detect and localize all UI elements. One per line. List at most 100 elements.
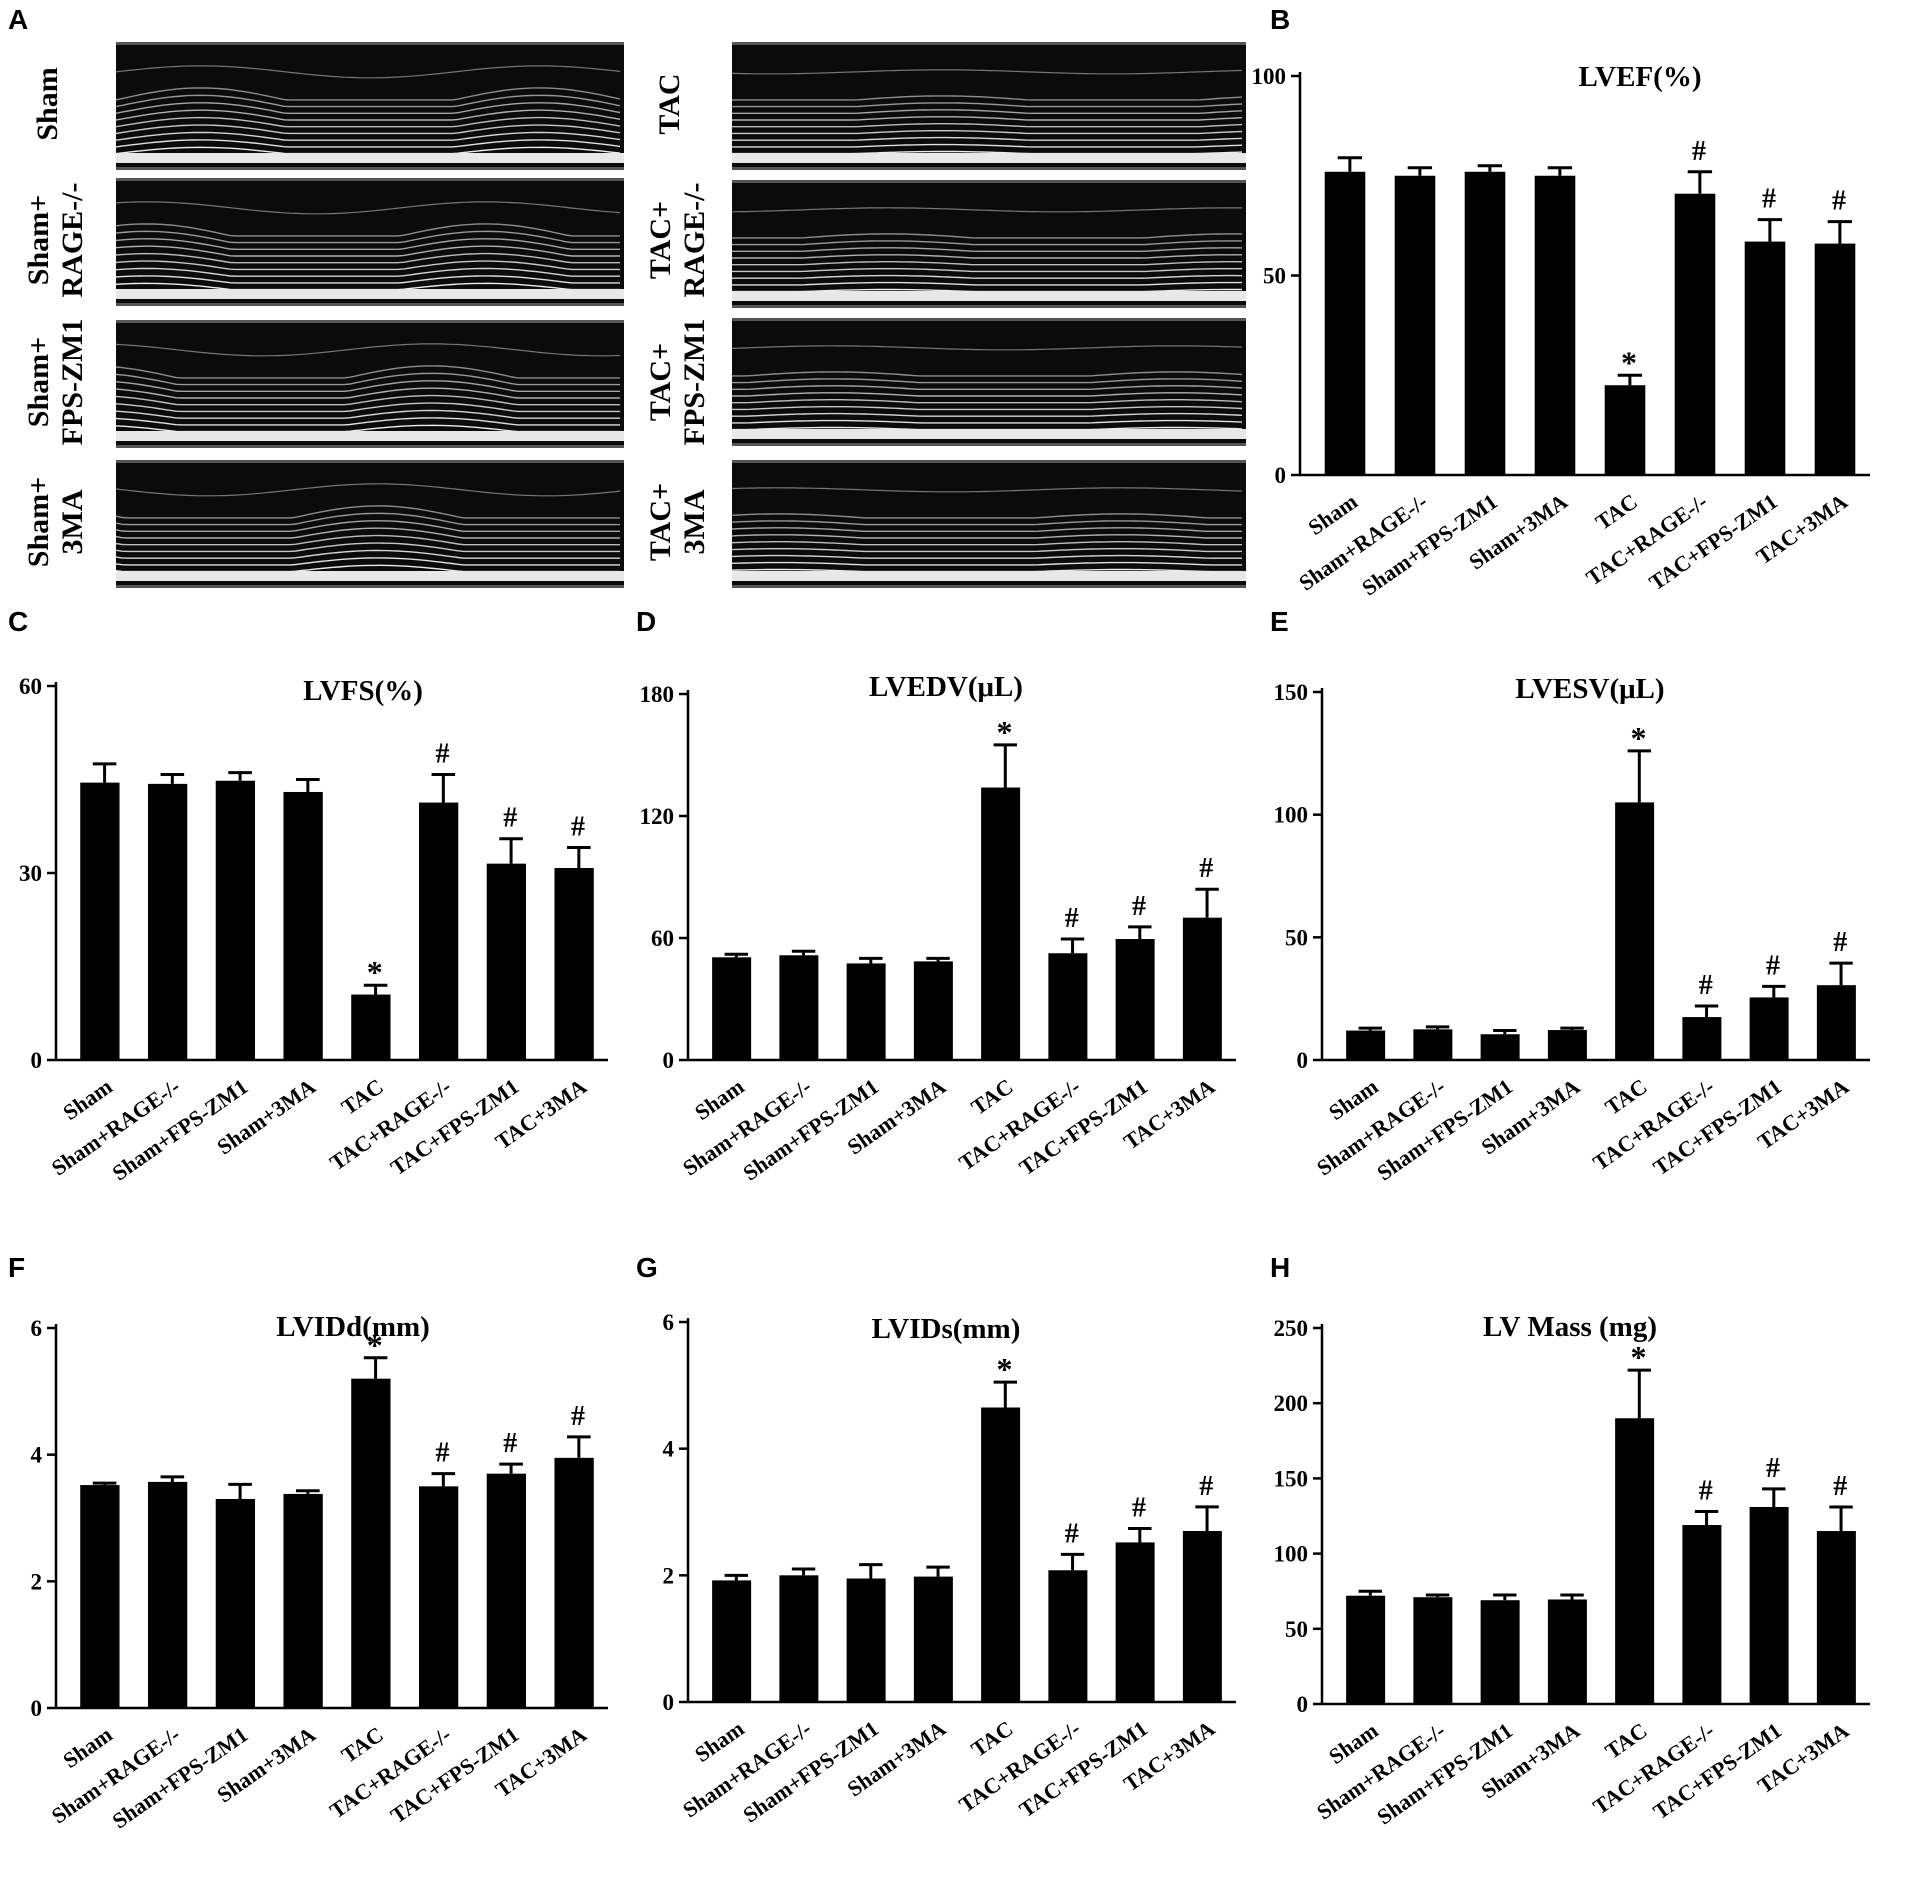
y-tick-label: 250 bbox=[1274, 1316, 1309, 1341]
y-tick-label: 4 bbox=[663, 1437, 675, 1462]
bar bbox=[351, 1378, 391, 1708]
bar bbox=[1534, 175, 1576, 475]
y-tick-label: 50 bbox=[1285, 1617, 1308, 1642]
echo-trace bbox=[116, 483, 624, 581]
significance-marker: # bbox=[1199, 853, 1213, 884]
category-label: TAC bbox=[1600, 1074, 1651, 1120]
significance-marker: * bbox=[1631, 720, 1647, 756]
panel-letter-d: D bbox=[636, 606, 657, 637]
echo-label-sham-rage: Sham+ RAGE-/- bbox=[22, 182, 89, 298]
echo-image-sham-fps bbox=[116, 320, 624, 448]
y-tick-label: 2 bbox=[663, 1563, 675, 1588]
bar bbox=[1115, 939, 1155, 1060]
bar bbox=[283, 791, 323, 1060]
bar bbox=[779, 1575, 819, 1702]
significance-marker: # bbox=[1692, 136, 1706, 167]
echo-trace bbox=[732, 345, 1246, 439]
bar bbox=[712, 957, 752, 1060]
category-label: TAC bbox=[1591, 489, 1642, 535]
y-tick-label: 6 bbox=[663, 1310, 675, 1335]
echo-trace bbox=[116, 201, 624, 299]
chart-title: LVEDV(μL) bbox=[869, 671, 1023, 703]
significance-marker: # bbox=[436, 1438, 450, 1469]
bar bbox=[1048, 1570, 1088, 1702]
chart-lvef: LVEF(%)050100ShamSham+RAGE-/-Sham+FPS-ZM… bbox=[1252, 61, 1870, 600]
echo-trace bbox=[732, 69, 1246, 163]
bar bbox=[1346, 1030, 1386, 1060]
significance-marker: # bbox=[1766, 950, 1780, 981]
bar bbox=[1816, 1531, 1856, 1704]
significance-marker: # bbox=[1762, 184, 1776, 215]
category-label: TAC bbox=[966, 1074, 1017, 1120]
echo-label-tac: TAC bbox=[653, 73, 686, 135]
chart-lv-mass: LV Mass (mg)050100150200250ShamSham+RAGE… bbox=[1274, 1311, 1870, 1829]
panel-letter-c: C bbox=[8, 606, 29, 637]
bar bbox=[1749, 997, 1789, 1060]
category-label: TAC bbox=[337, 1722, 388, 1768]
y-tick-label: 0 bbox=[663, 1690, 675, 1715]
significance-marker: # bbox=[1132, 1492, 1146, 1523]
y-tick-label: 60 bbox=[651, 926, 674, 951]
y-tick-label: 200 bbox=[1274, 1391, 1309, 1416]
bar bbox=[1749, 1506, 1789, 1704]
bar bbox=[712, 1580, 752, 1702]
significance-marker: # bbox=[1699, 1475, 1713, 1506]
echo-image-tac-fps bbox=[732, 318, 1246, 446]
panel-letter-b: B bbox=[1270, 4, 1291, 35]
echo-trace bbox=[116, 65, 624, 163]
y-tick-label: 0 bbox=[1297, 1692, 1309, 1717]
significance-marker: # bbox=[1833, 1471, 1847, 1502]
significance-marker: * bbox=[1631, 1339, 1647, 1375]
y-tick-label: 180 bbox=[640, 682, 675, 707]
significance-marker: # bbox=[1199, 1471, 1213, 1502]
bar bbox=[80, 782, 120, 1060]
significance-marker: # bbox=[503, 1428, 517, 1459]
significance-marker: * bbox=[367, 1327, 383, 1363]
echo-label-tac-fps: TAC+ FPS-ZM1 bbox=[644, 318, 711, 446]
bar bbox=[1480, 1034, 1520, 1060]
y-tick-label: 4 bbox=[31, 1443, 43, 1468]
panel-letter-a: A bbox=[8, 4, 29, 35]
panel-letter-h: H bbox=[1270, 1252, 1291, 1283]
bar bbox=[351, 994, 391, 1060]
category-label: Sham bbox=[1303, 489, 1361, 540]
bar bbox=[1547, 1599, 1587, 1704]
y-tick-label: 100 bbox=[1274, 803, 1309, 828]
bar bbox=[1615, 802, 1655, 1060]
bar bbox=[1464, 171, 1506, 475]
chart-lvesv: LVESV(μL)050100150ShamSham+RAGE-/-Sham+F… bbox=[1274, 673, 1870, 1185]
echo-label-sham-fps: Sham+ FPS-ZM1 bbox=[22, 318, 89, 446]
significance-marker: # bbox=[1766, 1453, 1780, 1484]
y-tick-label: 50 bbox=[1285, 925, 1308, 950]
echo-image-tac-rage bbox=[732, 180, 1246, 308]
bar bbox=[1682, 1525, 1722, 1704]
bar bbox=[1674, 193, 1716, 475]
category-label: TAC bbox=[966, 1716, 1017, 1762]
echo-image-tac bbox=[732, 42, 1246, 170]
significance-marker: # bbox=[436, 739, 450, 770]
bar bbox=[554, 1457, 594, 1708]
chart-title: LVESV(μL) bbox=[1515, 673, 1664, 705]
significance-marker: * bbox=[997, 714, 1013, 750]
echo-label-sham: Sham bbox=[31, 67, 64, 141]
bar bbox=[418, 802, 459, 1060]
y-tick-label: 150 bbox=[1274, 680, 1309, 705]
echo-image-sham bbox=[116, 42, 624, 170]
significance-marker: * bbox=[997, 1351, 1013, 1387]
chart-lvids: LVIDs(mm)0246ShamSham+RAGE-/-Sham+FPS-ZM… bbox=[663, 1310, 1236, 1827]
significance-marker: # bbox=[1132, 891, 1146, 922]
bar bbox=[1182, 917, 1222, 1060]
bar bbox=[1604, 385, 1646, 475]
y-tick-label: 50 bbox=[1263, 264, 1286, 289]
bar bbox=[1346, 1595, 1386, 1704]
bar bbox=[215, 1499, 256, 1708]
bar bbox=[283, 1493, 323, 1708]
bar bbox=[1115, 1542, 1155, 1702]
echo-image-sham-3ma bbox=[116, 460, 624, 588]
bar bbox=[1394, 175, 1436, 475]
chart-lvidd: LVIDd(mm)0246ShamSham+RAGE-/-Sham+FPS-ZM… bbox=[31, 1311, 608, 1833]
echo-trace bbox=[116, 343, 624, 441]
bar bbox=[1413, 1597, 1453, 1704]
y-tick-label: 2 bbox=[31, 1569, 43, 1594]
bar bbox=[1682, 1017, 1722, 1060]
